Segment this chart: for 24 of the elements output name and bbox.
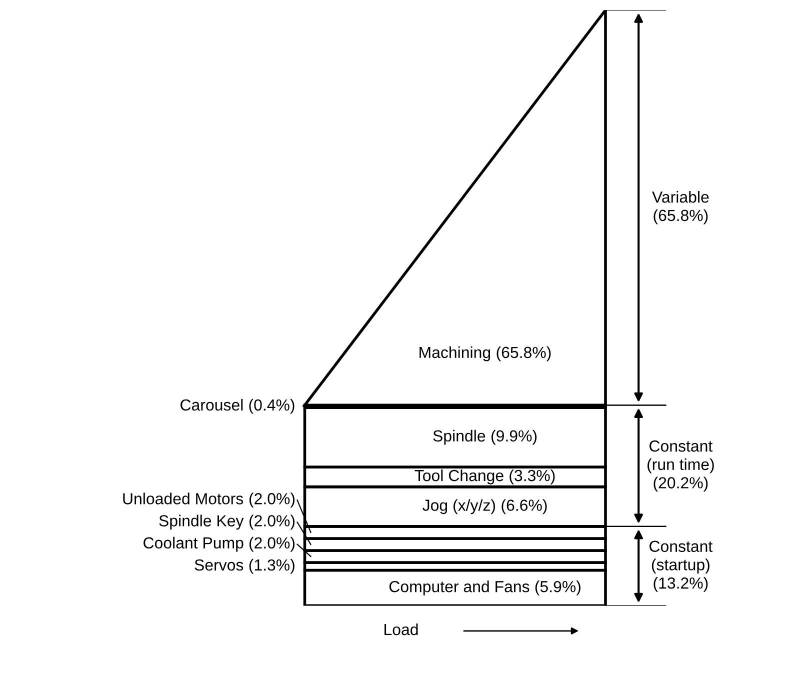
category-label: Unloaded Motors	[123, 492, 244, 504]
category-label: Jog (x/y/z)	[422, 499, 495, 514]
category-label: Spindle Key	[159, 514, 244, 530]
category-label: Tool Change	[414, 469, 504, 484]
data-label: Constant (startup) (13.2%)	[650, 540, 713, 592]
data-label: (0.4%)	[249, 398, 294, 414]
data-label: (2.0%)	[249, 514, 295, 530]
category-label: Coolant Pump	[144, 536, 244, 552]
category-label: Machining	[420, 346, 490, 362]
data-label: (5.9%)	[535, 580, 580, 596]
data-label: Constant (run time) (20.2%)	[648, 440, 714, 492]
category-label: Carousel	[180, 398, 243, 411]
category-label: Computer and Fans	[389, 580, 530, 596]
category-label: Spindle	[433, 430, 486, 445]
data-label: (2.0%)	[249, 536, 295, 552]
text: Load	[384, 623, 418, 636]
data-label: (3.3%)	[510, 469, 555, 484]
data-label: (1.3%)	[249, 558, 294, 574]
data-label: (2.0%)	[249, 492, 295, 508]
data-label: (65.8%)	[496, 346, 551, 362]
category-label: Servos	[194, 559, 244, 571]
data-label: (6.6%)	[502, 499, 547, 514]
data-label: Variable (65.8%)	[652, 191, 709, 224]
data-label: (9.9%)	[492, 430, 537, 445]
